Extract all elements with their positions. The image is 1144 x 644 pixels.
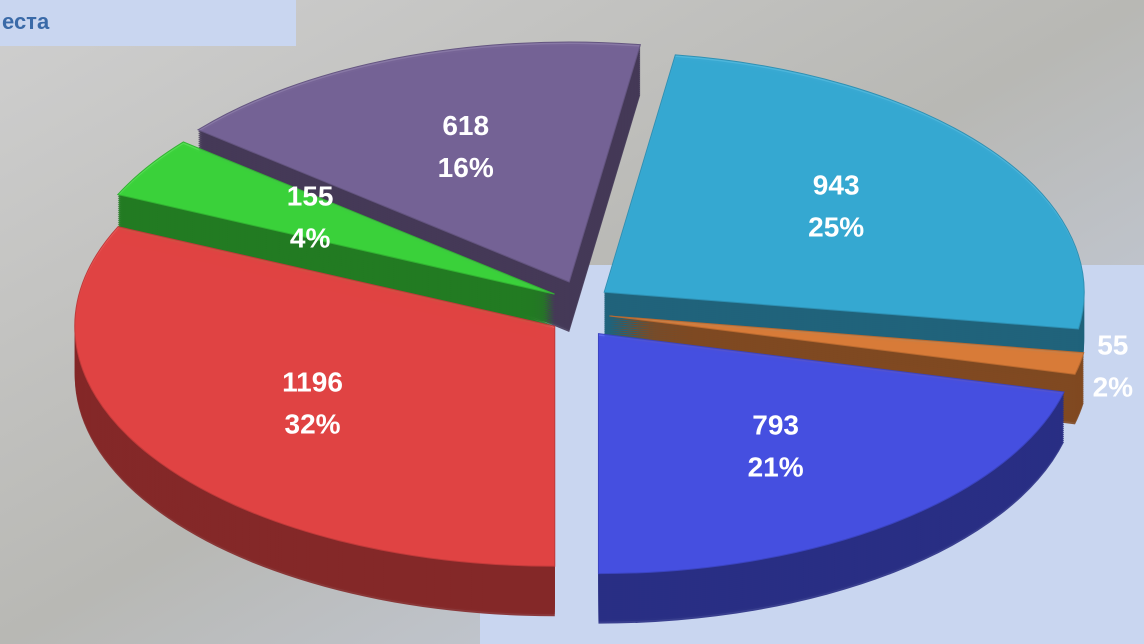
data-label: 793 bbox=[752, 410, 799, 441]
chart-title: еста bbox=[2, 9, 50, 34]
slice bbox=[196, 41, 642, 283]
slice bbox=[597, 333, 1065, 575]
slice-side bbox=[609, 317, 1084, 377]
data-label: 943 bbox=[813, 169, 860, 200]
title-box bbox=[0, 0, 296, 46]
slice-side bbox=[609, 319, 1084, 379]
slice-side bbox=[609, 325, 1084, 385]
slice-side bbox=[609, 333, 1084, 393]
data-label: 618 bbox=[442, 110, 489, 141]
data-label: 155 bbox=[287, 180, 334, 211]
data-label: 55 bbox=[1097, 329, 1128, 360]
slice bbox=[116, 141, 555, 295]
percent-label: 2% bbox=[1093, 371, 1134, 402]
slice bbox=[609, 315, 1085, 375]
slice-side bbox=[609, 327, 1084, 387]
percent-label: 25% bbox=[808, 211, 864, 242]
percent-label: 21% bbox=[748, 452, 804, 483]
percent-label: 32% bbox=[285, 409, 341, 440]
slice-side bbox=[609, 321, 1084, 381]
slice-side bbox=[609, 331, 1084, 391]
percent-label: 16% bbox=[438, 152, 494, 183]
pie: 1196 32% 155 4% 618 16% 943 25% 55 2% 793 21% bbox=[74, 41, 1134, 624]
slice bbox=[74, 226, 556, 567]
data-label: 1196 bbox=[282, 367, 343, 398]
slice-side bbox=[609, 329, 1084, 389]
slice bbox=[603, 54, 1085, 330]
slice-side bbox=[609, 323, 1084, 383]
percent-label: 4% bbox=[290, 222, 331, 253]
